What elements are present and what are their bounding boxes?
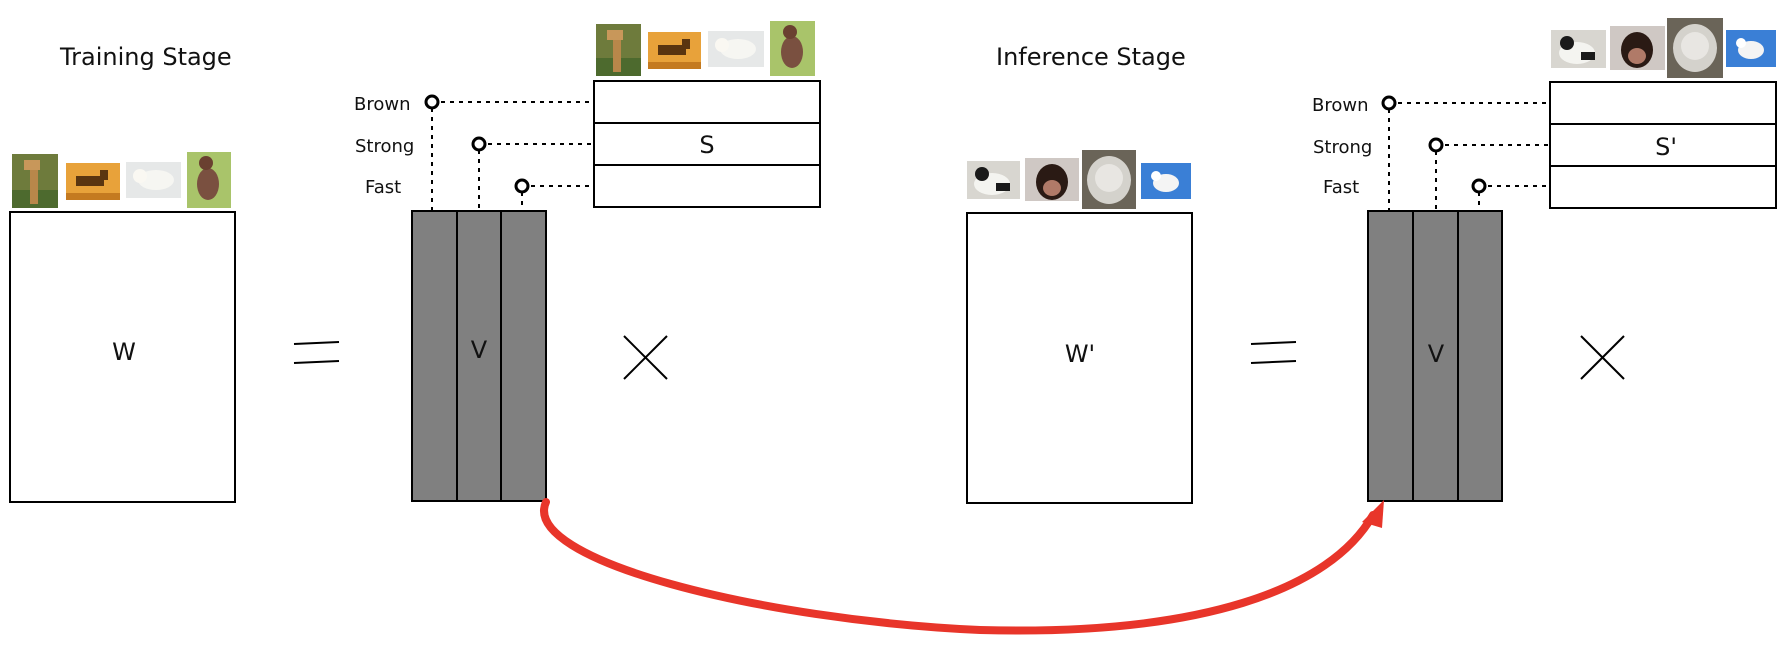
- s-prime-matrix-label: S': [1655, 133, 1677, 161]
- polar-bear-thumbnail: [126, 162, 181, 198]
- training-thumbnails-s: [596, 21, 815, 76]
- s-prime-row-fast: [1549, 165, 1777, 209]
- horse-thumbnail: [66, 163, 120, 200]
- s-row-fast: [593, 164, 821, 208]
- w-matrix: [9, 211, 236, 503]
- training-stage: Training Stage: [9, 21, 821, 503]
- s-matrix-label: S: [699, 131, 714, 159]
- inference-thumbnails-w: [967, 150, 1191, 209]
- equals-icon: [293, 341, 340, 364]
- s-prime-matrix: [1549, 81, 1777, 209]
- attribute-label-strong: Strong: [1313, 137, 1372, 158]
- polar-bear-thumbnail: [708, 31, 764, 67]
- v-column-brown: [411, 210, 458, 502]
- s-row-strong: [593, 122, 821, 166]
- chimpanzee-thumbnail: [1610, 26, 1665, 70]
- training-thumbnails-w: [12, 152, 231, 208]
- connector-knob-strong: [471, 136, 487, 152]
- v-matrix: [1367, 210, 1503, 502]
- v-column-strong: [1412, 210, 1459, 502]
- kangaroo-thumbnail: [187, 152, 231, 208]
- attribute-label-brown: Brown: [1312, 95, 1369, 116]
- v-column-fast: [1457, 210, 1503, 502]
- v-matrix: [411, 210, 547, 502]
- attribute-connectors: [424, 94, 593, 211]
- connector-knob-strong: [1428, 137, 1444, 153]
- chimpanzee-thumbnail: [1025, 158, 1079, 201]
- w-prime-matrix-label: W': [1065, 340, 1095, 368]
- transfer-arrow-head: [1362, 500, 1384, 528]
- inference-stage: Inference Stage: [966, 18, 1777, 504]
- s-matrix: [593, 80, 821, 208]
- connector-knob-brown: [1381, 95, 1397, 111]
- giraffe-thumbnail: [12, 154, 58, 208]
- kangaroo-thumbnail: [770, 21, 815, 76]
- attribute-label-brown: Brown: [354, 94, 411, 115]
- v-matrix-label: V: [471, 336, 488, 364]
- rat-thumbnail: [1141, 163, 1191, 199]
- training-stage-title: Training Stage: [59, 43, 232, 71]
- v-transfer-arrow: [540, 498, 1384, 635]
- v-column-fast: [500, 210, 547, 502]
- attribute-connectors: [1381, 95, 1550, 211]
- attribute-label-fast: Fast: [365, 177, 401, 198]
- equals-icon: [1250, 341, 1297, 364]
- v-column-strong: [456, 210, 502, 502]
- attribute-label-fast: Fast: [1323, 177, 1359, 198]
- giraffe-thumbnail: [596, 24, 641, 76]
- inference-thumbnails-s: [1551, 18, 1776, 78]
- w-matrix-label: W: [112, 338, 136, 366]
- panda-thumbnail: [967, 161, 1020, 199]
- inference-stage-title: Inference Stage: [996, 43, 1186, 71]
- horse-thumbnail: [648, 32, 701, 69]
- v-column-brown: [1367, 210, 1414, 502]
- w-prime-matrix: [966, 212, 1193, 504]
- attribute-label-strong: Strong: [355, 136, 414, 157]
- s-row-brown: [593, 80, 821, 124]
- connector-knob-brown: [424, 94, 440, 110]
- s-prime-row-strong: [1549, 123, 1777, 167]
- connector-knob-fast: [514, 178, 530, 194]
- rat-thumbnail: [1726, 30, 1776, 67]
- persian-cat-thumbnail: [1667, 18, 1723, 78]
- s-prime-row-brown: [1549, 81, 1777, 125]
- panda-thumbnail: [1551, 30, 1606, 68]
- persian-cat-thumbnail: [1082, 150, 1136, 209]
- v-matrix-label: V: [1428, 340, 1445, 368]
- multiply-icon: [623, 335, 668, 380]
- multiply-icon: [1580, 335, 1625, 380]
- connector-knob-fast: [1471, 178, 1487, 194]
- transfer-arrow-path: [540, 498, 1377, 635]
